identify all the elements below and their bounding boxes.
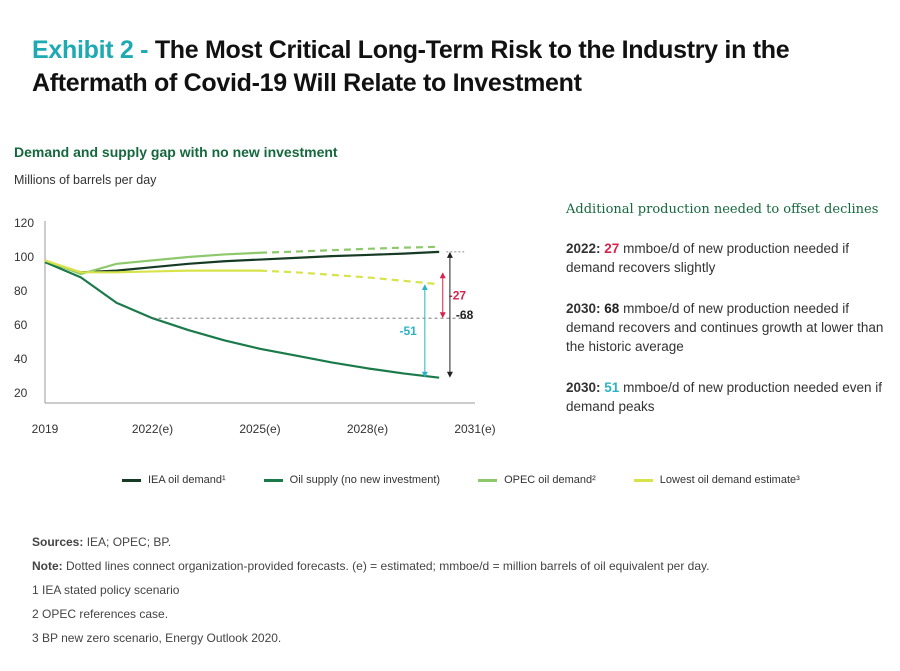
note-text: Dotted lines connect organization-provid… — [66, 559, 710, 573]
gap-label: -27 — [449, 288, 467, 302]
exhibit-title: Exhibit 2 - The Most Critical Long-Term … — [32, 34, 792, 100]
note-line: Note: Dotted lines connect organization-… — [32, 558, 882, 574]
legend-item: OPEC oil demand² — [478, 474, 596, 486]
panel-item-year: 2030: — [566, 301, 601, 316]
series-line — [44, 261, 440, 379]
panel-item-text: mmboe/d of new production needed if dema… — [566, 301, 884, 354]
panel-item-text: mmboe/d of new production needed if dema… — [566, 241, 849, 275]
gap-label: -51 — [399, 324, 417, 338]
chart-title: Demand and supply gap with no new invest… — [14, 144, 338, 160]
exhibit-prefix: Exhibit 2 - — [32, 36, 149, 64]
sources-line: Sources: IEA; OPEC; BP. — [32, 534, 882, 550]
panel-item: 2030: 68 mmboe/d of new production neede… — [566, 299, 896, 356]
panel-item-value: 51 — [604, 380, 620, 395]
line-chart: 20 40 60 80 100 120 2019 2022(e) 2025(e) 2028(e) 2… — [14, 216, 496, 436]
y-tick-label: 60 — [14, 318, 28, 332]
series-line — [44, 259, 260, 274]
y-tick-label: 100 — [14, 250, 34, 264]
legend-label: IEA oil demand¹ — [148, 474, 226, 486]
x-tick-label: 2025(e) — [239, 422, 280, 436]
sources-text: IEA; OPEC; BP. — [86, 535, 172, 549]
legend-item: IEA oil demand¹ — [122, 474, 226, 486]
gap-label: -68 — [456, 308, 474, 322]
y-tick-label: 40 — [14, 352, 28, 366]
chart-notes: Sources: IEA; OPEC; BP. Note: Dotted lin… — [32, 534, 882, 654]
panel-heading: Additional production needed to offset d… — [566, 202, 879, 217]
legend-swatch — [478, 478, 498, 482]
footnote: 2 OPEC references case. — [32, 607, 169, 621]
panel-item: 2022: 27 mmboe/d of new production neede… — [566, 239, 896, 277]
legend-label: OPEC oil demand² — [504, 474, 596, 486]
legend-label: Oil supply (no new investment) — [289, 474, 441, 486]
legend-item: Oil supply (no new investment) — [263, 474, 441, 486]
legend-label: Lowest oil demand estimate³ — [659, 474, 800, 486]
note-label: Note: — [32, 559, 63, 573]
legend-item: Lowest oil demand estimate³ — [633, 474, 800, 486]
panel-item: 2030: 51 mmboe/d of new production neede… — [566, 378, 896, 416]
y-tick-label: 20 — [14, 386, 28, 400]
series-line — [44, 251, 261, 276]
panel-item-value: 27 — [604, 241, 620, 256]
x-tick-label: 2031(e) — [454, 422, 495, 436]
panel-item-value: 68 — [604, 301, 620, 316]
y-axis-label: Millions of barrels per day — [14, 173, 157, 187]
x-tick-label: 2028(e) — [347, 422, 388, 436]
y-tick-label: 120 — [14, 216, 34, 230]
panel-item-text: mmboe/d of new production needed even if… — [566, 380, 883, 414]
chart-legend: IEA oil demand¹ Oil supply (no new invest… — [122, 474, 838, 486]
series-line — [44, 250, 440, 274]
footnote: 3 BP new zero scenario, Energy Outlook 2… — [32, 631, 282, 645]
panel-item-year: 2022: — [566, 241, 601, 256]
panel-item-year: 2030: — [566, 380, 601, 395]
info-panel: Additional production needed to offset d… — [566, 200, 896, 438]
legend-swatch — [633, 478, 653, 482]
x-tick-label: 2019 — [32, 422, 59, 436]
series-line-dashed — [259, 269, 440, 286]
exhibit-title-text: The Most Critical Long-Term Risk to the … — [32, 36, 790, 97]
series-line-dashed — [259, 245, 440, 254]
legend-swatch — [122, 478, 141, 482]
sources-label: Sources: — [32, 535, 84, 549]
legend-swatch — [263, 478, 283, 482]
footnote: 1 IEA stated policy scenario — [32, 583, 180, 597]
y-tick-label: 80 — [14, 284, 28, 298]
x-tick-label: 2022(e) — [132, 422, 173, 436]
